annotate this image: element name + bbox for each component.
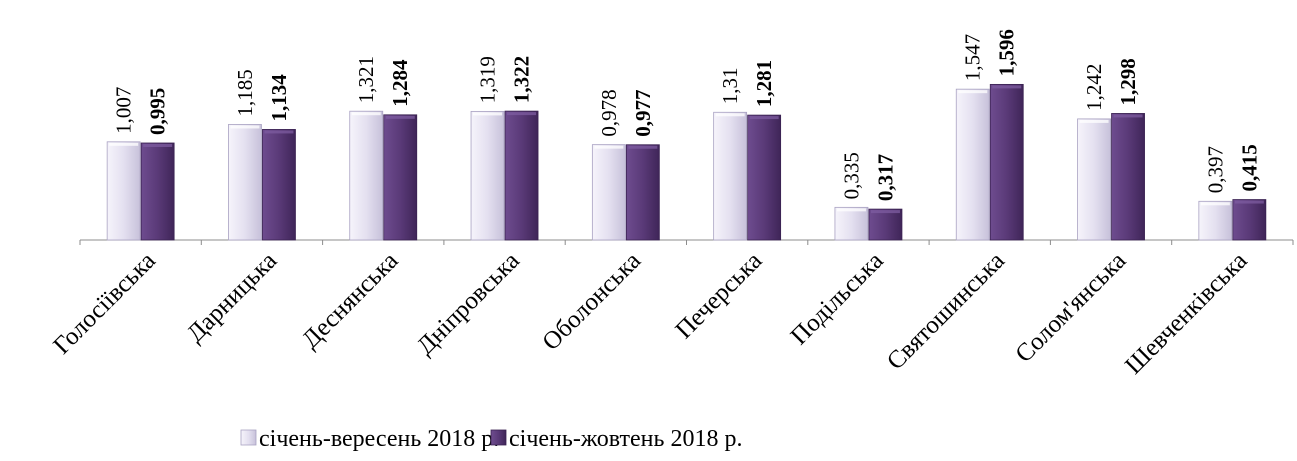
data-label: 1,298	[1116, 58, 1140, 105]
bar-body	[625, 144, 660, 241]
x-tick-label: Деснянська	[297, 247, 404, 354]
data-label: 0,397	[1203, 146, 1227, 193]
bar-body	[591, 144, 626, 241]
bar	[228, 124, 262, 241]
bar-cap	[507, 112, 537, 116]
bar-body	[106, 141, 141, 241]
bar	[868, 208, 903, 241]
data-label: 1,321	[354, 56, 378, 103]
data-label: 1,185	[233, 69, 257, 116]
bar-cap	[1079, 119, 1109, 123]
data-label: 0,415	[1237, 144, 1261, 191]
bar-cap	[749, 116, 779, 120]
bar-body	[955, 88, 990, 241]
data-label: 0,317	[873, 154, 897, 201]
bar-body	[349, 110, 384, 241]
legend-swatch	[240, 429, 257, 446]
x-tick-label: Оболонська	[537, 247, 646, 356]
data-label: 1,134	[267, 74, 291, 122]
bar-cap	[628, 145, 658, 149]
x-tick-label: Дарницька	[182, 247, 282, 347]
bar-body	[1077, 118, 1111, 241]
bar-cap	[958, 90, 988, 94]
data-label: 1,281	[752, 60, 776, 107]
bar-body	[1232, 199, 1267, 241]
bar	[262, 129, 296, 241]
data-label: 1,319	[476, 56, 500, 103]
bar-body	[140, 142, 175, 241]
data-label: 1,284	[388, 59, 412, 107]
bar-cap	[351, 112, 381, 116]
bar-cap	[594, 145, 624, 149]
data-label: 0,995	[146, 88, 170, 135]
bar-body	[713, 111, 748, 241]
bar-body	[228, 124, 262, 241]
bar-body	[470, 110, 505, 241]
data-label: 1,242	[1082, 64, 1106, 111]
bar	[106, 141, 141, 241]
bar-body	[989, 83, 1024, 241]
bar-cap	[109, 142, 139, 146]
bar	[140, 142, 175, 241]
data-label: 1,007	[112, 87, 136, 134]
x-tick-label: Шевченківська	[1120, 247, 1252, 379]
x-tick-label: Святошинська	[882, 247, 1010, 375]
bar-cap	[836, 208, 866, 212]
bar-body	[1198, 200, 1233, 241]
bar-body	[834, 206, 869, 241]
data-label: 0,977	[631, 89, 655, 136]
bar	[1111, 113, 1145, 241]
bar-cap	[1200, 202, 1230, 206]
bar-cap	[473, 112, 503, 116]
bar-body	[868, 208, 903, 241]
bar-body	[262, 129, 296, 241]
x-tick-label: Голосіївська	[48, 247, 160, 359]
x-tick-label: Дніпровська	[412, 247, 525, 360]
bar	[349, 110, 384, 241]
bar	[1198, 200, 1233, 241]
data-label: 1,547	[961, 34, 985, 81]
data-label: 0,978	[597, 89, 621, 136]
bar	[1232, 199, 1267, 241]
bar	[470, 110, 505, 241]
bar-cap	[715, 113, 745, 117]
bar-cap	[264, 130, 294, 134]
bar	[747, 114, 782, 241]
bar	[713, 111, 748, 241]
bar-cap	[992, 85, 1022, 89]
bar	[834, 206, 869, 241]
bar	[383, 114, 418, 241]
legend-entry: січень-вересень 2018 р.	[240, 426, 499, 452]
bar-cap	[385, 115, 415, 119]
data-label: 1,31	[718, 68, 742, 105]
data-label: 1,596	[995, 29, 1019, 76]
bar	[591, 144, 626, 241]
x-tick-label: Печерська	[670, 247, 767, 344]
bar-cap	[1234, 200, 1264, 204]
bar	[1077, 118, 1111, 241]
bar-body	[1111, 113, 1145, 241]
legend-entry: січень-жовтень 2018 р.	[490, 426, 742, 452]
data-label: 1,322	[510, 56, 534, 103]
legend-label: січень-вересень 2018 р.	[259, 426, 499, 452]
x-tick-label: Солом'янська	[1010, 247, 1131, 368]
legend-label: січень-жовтень 2018 р.	[509, 426, 742, 452]
bar-cap	[870, 210, 900, 214]
bar	[504, 110, 539, 241]
data-label: 0,335	[839, 152, 863, 199]
bar-cap	[1113, 114, 1143, 118]
bar	[625, 144, 660, 241]
bar	[989, 83, 1024, 241]
bar	[955, 88, 990, 241]
legend-swatch	[490, 429, 507, 446]
x-tick-label: Подільська	[786, 247, 889, 350]
bar-cap	[143, 143, 173, 147]
bar-body	[504, 110, 539, 241]
bar-body	[383, 114, 418, 241]
bar-cap	[230, 125, 260, 129]
bar-body	[747, 114, 782, 241]
